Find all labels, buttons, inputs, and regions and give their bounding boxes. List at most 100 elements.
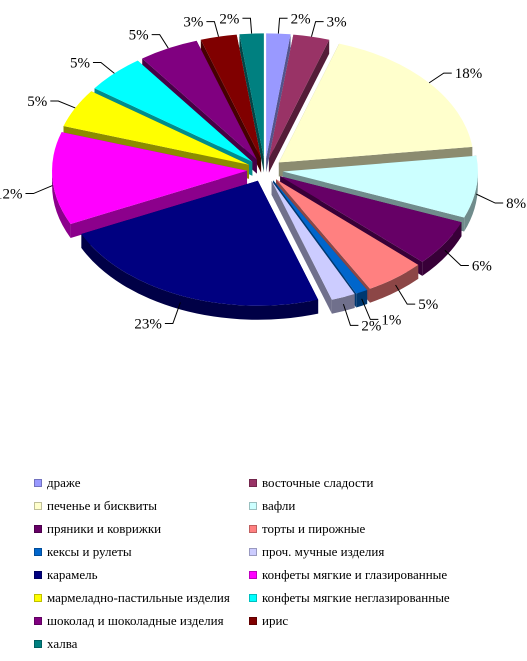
legend-item: карамель xyxy=(34,563,249,586)
legend-swatch xyxy=(34,570,42,579)
legend-swatch xyxy=(249,501,257,510)
legend-item: халва xyxy=(34,632,249,655)
pie-slice-6 xyxy=(276,179,419,289)
leader-line-10 xyxy=(25,185,53,195)
legend-label: проч. мучные изделия xyxy=(262,543,385,559)
pie-slice-4 xyxy=(282,155,478,218)
legend-label: печенье и бисквиты xyxy=(47,497,157,513)
legend-label: вафли xyxy=(262,497,296,513)
legend-swatch xyxy=(34,547,42,556)
data-label-4: 8% xyxy=(506,196,526,212)
legend-label: мармеладно-пастильные изделия xyxy=(47,589,230,605)
pie-slice-4-side xyxy=(464,171,478,232)
data-label-9: 23% xyxy=(134,316,162,332)
pie-slices xyxy=(52,33,478,306)
legend-label: драже xyxy=(47,474,81,490)
legend-swatch xyxy=(249,524,257,533)
legend-swatch xyxy=(34,593,42,602)
legend-swatch xyxy=(249,570,257,579)
data-label-10: 12% xyxy=(0,187,22,203)
data-label-6: 5% xyxy=(418,297,438,313)
legend-swatch xyxy=(34,501,42,510)
legend-item: вафли xyxy=(249,494,499,517)
leader-line-5 xyxy=(444,249,469,266)
pie-slice-8 xyxy=(271,180,355,300)
data-label-8: 2% xyxy=(361,318,381,334)
pie-slice-10 xyxy=(52,132,248,224)
pie-chart: 2%3%18%8%6%5%1%2%23%12%5%5%5%3%2% xyxy=(0,11,526,334)
legend-item: шоколад и шоколадные изделия xyxy=(34,609,249,632)
legend-item: восточные сладости xyxy=(249,471,499,494)
pie-slice-10-side xyxy=(52,170,71,238)
data-label-13: 5% xyxy=(129,28,149,44)
data-labels: 2%3%18%8%6%5%1%2%23%12%5%5%5%3%2% xyxy=(0,11,526,334)
legend-item: конфеты мягкие неглазированные xyxy=(249,586,499,609)
data-label-12: 5% xyxy=(70,56,90,72)
pie-slice-1-edge xyxy=(266,34,291,173)
pie-slice-7 xyxy=(273,180,368,294)
pie-slice-8-edge xyxy=(271,180,332,314)
legend-swatch xyxy=(34,524,42,533)
legend-swatch xyxy=(249,593,257,602)
leader-line-4 xyxy=(476,193,504,204)
legend-item: печенье и бисквиты xyxy=(34,494,249,517)
data-label-2: 3% xyxy=(327,15,347,31)
leader-line-12 xyxy=(92,62,115,74)
data-label-11: 5% xyxy=(27,94,47,110)
pie-slice-12 xyxy=(94,60,253,162)
chart-legend: драже восточные сладости печенье и бисквит… xyxy=(34,471,504,655)
pie-slice-7-side xyxy=(356,289,368,308)
data-label-15: 2% xyxy=(219,11,239,27)
pie-slice-11 xyxy=(63,91,249,165)
legend-item: ирис xyxy=(249,609,499,632)
leader-line-13 xyxy=(151,34,169,49)
pie-slice-3 xyxy=(278,43,473,163)
legend-item: торты и пирожные xyxy=(249,517,499,540)
pie-slice-1 xyxy=(266,33,291,159)
legend-swatch xyxy=(34,616,42,625)
leader-line-9 xyxy=(164,302,181,324)
legend-item: конфеты мягкие и глазированные xyxy=(249,563,499,586)
legend-label: торты и пирожные xyxy=(262,520,366,536)
pie-slice-2-edge xyxy=(268,39,330,173)
pie-slice-15-edge xyxy=(239,34,264,173)
pie-slice-14 xyxy=(200,34,262,159)
leader-line-1 xyxy=(277,17,288,34)
data-label-5: 6% xyxy=(472,258,492,274)
data-label-3: 18% xyxy=(455,66,483,82)
legend-swatch xyxy=(34,639,42,648)
leader-line-11 xyxy=(50,100,76,109)
legend-swatch xyxy=(249,616,257,625)
data-label-7: 1% xyxy=(381,312,401,328)
pie-slice-13 xyxy=(142,40,257,160)
legend-swatch xyxy=(249,478,257,487)
legend-label: конфеты мягкие и глазированные xyxy=(262,566,448,582)
pie-slice-10-edge xyxy=(70,170,248,238)
legend-item: кексы и рулеты xyxy=(34,540,249,563)
legend-swatch xyxy=(34,478,42,487)
legend-label: пряники и коврижки xyxy=(47,520,162,536)
legend-item: проч. мучные изделия xyxy=(249,540,499,563)
legend-swatch xyxy=(249,547,257,556)
leader-line-8 xyxy=(342,303,359,326)
pie-slice-5 xyxy=(280,176,462,262)
pie-slice-2 xyxy=(268,34,330,159)
leader-line-15 xyxy=(242,17,253,34)
leader-line-7 xyxy=(361,298,379,320)
leader-line-3 xyxy=(428,72,452,84)
legend-label: халва xyxy=(47,635,78,651)
legend-label: конфеты мягкие неглазированные xyxy=(262,589,450,605)
pie-slice-15 xyxy=(239,33,264,159)
leader-line-14 xyxy=(206,21,220,37)
pie-slice-8-side xyxy=(331,293,355,314)
legend-label: кексы и рулеты xyxy=(47,543,132,559)
pie-slice-5-side xyxy=(422,222,462,276)
data-label-14: 3% xyxy=(183,15,203,31)
legend-item: драже xyxy=(34,471,249,494)
leader-line-2 xyxy=(310,21,324,37)
pie-slice-9-side xyxy=(81,233,319,320)
legend-label: карамель xyxy=(47,566,98,582)
legend-label: ирис xyxy=(262,612,289,628)
pie-slice-9 xyxy=(81,180,319,306)
legend-label: шоколад и шоколадные изделия xyxy=(47,612,224,628)
